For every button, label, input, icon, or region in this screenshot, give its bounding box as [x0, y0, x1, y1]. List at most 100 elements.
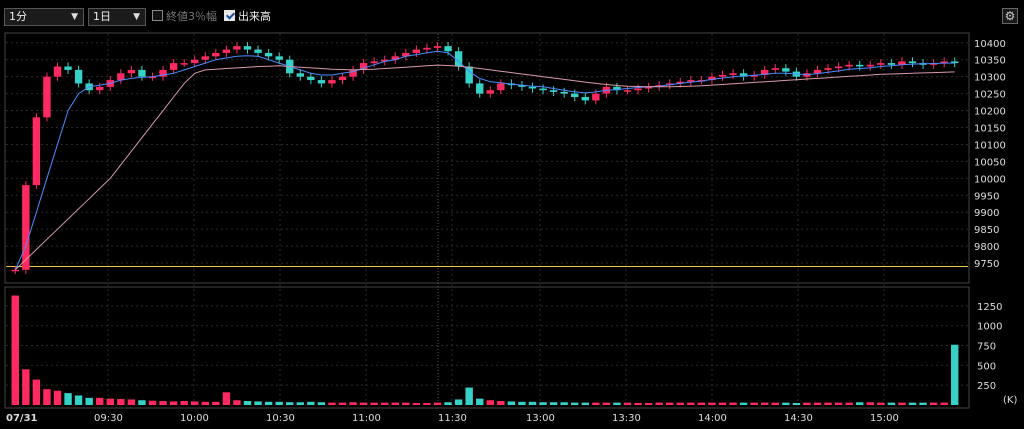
volume-bar — [866, 402, 874, 405]
candle-body — [254, 49, 262, 53]
time-tick-label: 13:30 — [612, 413, 641, 424]
volume-bar — [560, 402, 568, 405]
volume-bar — [201, 401, 209, 405]
moving-average-long-line — [14, 64, 955, 271]
volume-bar — [180, 401, 188, 405]
interval-select[interactable]: 1分 ▼ — [4, 8, 84, 26]
volume-bar — [497, 401, 505, 405]
candle-body — [433, 46, 442, 48]
volume-bar — [243, 401, 252, 405]
candle-body — [307, 76, 315, 81]
close3-checkbox[interactable]: 終値3％幅 — [152, 10, 217, 24]
candle-body — [64, 66, 72, 70]
time-tick-label: 07/31 — [6, 413, 38, 424]
chevron-down-icon: ▼ — [133, 12, 140, 22]
volume-bar — [43, 389, 51, 405]
candle-body — [402, 52, 410, 57]
candle-body — [898, 61, 906, 65]
volume-bar — [191, 401, 199, 405]
price-panel-frame — [4, 32, 970, 284]
candle-body — [908, 61, 917, 64]
volume-bar — [64, 393, 72, 405]
candle-body — [191, 59, 199, 64]
grid — [6, 34, 968, 406]
candle-body — [613, 86, 621, 91]
candle-body — [212, 52, 220, 57]
candle-body — [718, 74, 727, 77]
candle-body — [739, 73, 748, 77]
candle-body — [813, 69, 822, 74]
volume-bar — [792, 403, 801, 405]
volume-bar — [465, 387, 473, 405]
candle-body — [32, 117, 41, 186]
candle-body — [476, 83, 484, 94]
volume-bar — [159, 401, 167, 405]
volume-bar — [433, 402, 442, 405]
volume-label: 出来高 — [238, 10, 271, 23]
volume-checkbox-box[interactable] — [224, 10, 235, 21]
candle-body — [940, 61, 948, 64]
price-tick-label: 10100 — [974, 140, 1006, 151]
candle-body — [317, 80, 326, 84]
volume-bar — [138, 400, 146, 405]
candle-body — [381, 59, 389, 62]
candle-body — [750, 74, 758, 77]
volume-bar — [275, 401, 283, 405]
candle-body — [687, 80, 695, 82]
candle-body — [412, 49, 421, 53]
candle-body — [560, 91, 568, 94]
candle-body — [423, 47, 431, 50]
candle-body — [666, 83, 674, 86]
volume-bar — [739, 402, 748, 405]
candle-body — [391, 56, 399, 60]
candle-body — [644, 86, 653, 89]
candle-body — [201, 56, 209, 60]
volume-tick-label: 1250 — [977, 302, 1002, 313]
volume-bar — [708, 402, 716, 405]
volume-bar — [412, 403, 421, 405]
volume-bar — [623, 402, 632, 405]
candle-body — [951, 61, 959, 64]
volume-bar — [32, 379, 41, 405]
price-series — [6, 42, 968, 274]
volume-bar — [613, 402, 621, 405]
candle-body — [761, 69, 769, 75]
price-tick-label: 9800 — [974, 242, 999, 253]
candle-body — [877, 63, 885, 65]
volume-bar — [212, 401, 220, 405]
close3-checkbox-box[interactable] — [152, 10, 163, 21]
volume-bar — [507, 401, 516, 405]
volume-bar — [697, 402, 706, 405]
volume-bar — [169, 401, 178, 405]
volume-bar — [22, 369, 30, 405]
candle-body — [296, 73, 304, 77]
volume-bar — [317, 402, 326, 405]
candle-body — [74, 69, 83, 84]
price-tick-label: 9750 — [974, 259, 999, 270]
time-tick-label: 10:30 — [266, 413, 295, 424]
volume-bar — [222, 392, 231, 405]
period-value: 1日 — [93, 10, 111, 23]
volume-bar — [381, 402, 389, 405]
volume-checkbox[interactable]: 出来高 — [224, 10, 271, 24]
price-tick-label: 9900 — [974, 208, 999, 219]
volume-bar — [486, 400, 494, 405]
candle-body — [328, 80, 336, 84]
volume-bar — [687, 402, 695, 405]
volume-tick-label: 1000 — [977, 322, 1002, 333]
candle-body — [539, 88, 547, 91]
volume-bar — [148, 400, 157, 405]
price-tick-label: 10050 — [974, 157, 1006, 168]
candle-body — [117, 73, 125, 81]
candle-body — [856, 64, 864, 67]
time-tick-label: 11:30 — [438, 413, 467, 424]
volume-bar — [518, 401, 526, 405]
candle-body — [338, 76, 347, 81]
price-tick-label: 10200 — [974, 107, 1006, 118]
gear-icon[interactable]: ⚙ — [1002, 8, 1018, 24]
volume-bar — [423, 403, 431, 405]
candle-body — [222, 49, 231, 53]
period-select[interactable]: 1日 ▼ — [88, 8, 146, 26]
toolbar: 1分 ▼ 1日 ▼ 終値3％幅 出来高 ⚙ — [0, 0, 1024, 30]
price-tick-label: 10150 — [974, 124, 1006, 135]
